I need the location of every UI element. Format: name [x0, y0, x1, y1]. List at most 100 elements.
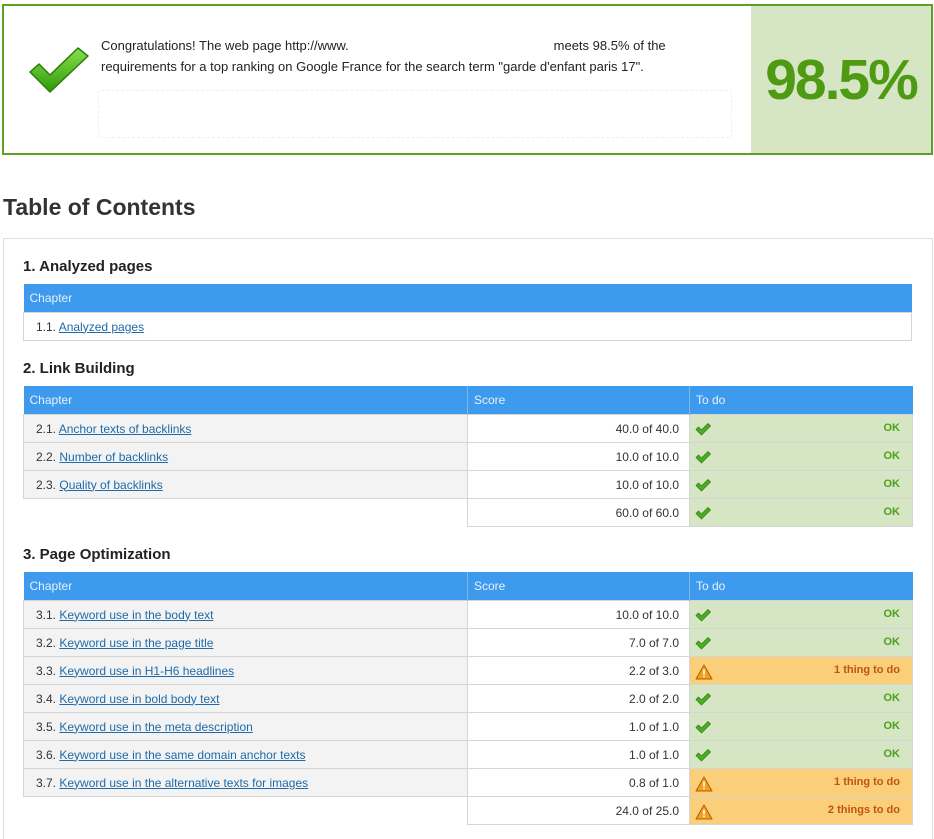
congratulations-message: Congratulations! The web page http://www… [101, 35, 741, 77]
todo-cell: 2 things to do [689, 796, 913, 825]
score-cell: 2.2 of 3.0 [467, 656, 690, 685]
column-header-chapter: Chapter [23, 572, 468, 601]
result-banner: Congratulations! The web page http://www… [2, 4, 933, 155]
check-icon [695, 749, 711, 762]
todo-cell: OK [689, 442, 913, 471]
page-title: Table of Contents [3, 194, 196, 220]
chapter-cell: 3.5. Keyword use in the meta description [23, 712, 468, 741]
table-row: 3.1. Keyword use in the body text 10.0 of… [23, 600, 913, 629]
page-optimization-table: Chapter Score To do 3.1. Keyword use in … [23, 572, 913, 825]
chapter-cell: 3.3. Keyword use in H1-H6 headlines [23, 656, 468, 685]
chapter-link[interactable]: Keyword use in the body text [59, 607, 214, 622]
chapter-cell: 2.1. Anchor texts of backlinks [23, 414, 468, 443]
chapter-link[interactable]: Keyword use in bold body text [59, 691, 220, 706]
todo-cell: 1 thing to do [689, 768, 913, 797]
todo-cell: OK [689, 600, 913, 629]
warning-icon [695, 776, 713, 792]
score-cell: 7.0 of 7.0 [467, 628, 690, 657]
score-cell: 10.0 of 10.0 [467, 470, 690, 499]
message-part-2: meets 98.5% of the requirements for a to… [101, 38, 666, 74]
todo-cell: OK [689, 628, 913, 657]
todo-status: OK [883, 608, 901, 620]
toc-panel: 1. Analyzed pages Chapter 1.1. Analyzed … [3, 238, 933, 839]
table-row: 2.1. Anchor texts of backlinks 40.0 of 40… [23, 414, 913, 443]
check-icon [695, 451, 711, 464]
section-title-page-optimization: 3. Page Optimization [23, 546, 171, 563]
warning-icon [695, 804, 713, 820]
table-row: 3.3. Keyword use in H1-H6 headlines 2.2 o… [23, 656, 913, 685]
check-icon [695, 609, 711, 622]
redacted-box [98, 90, 732, 138]
table-row: 3.4. Keyword use in bold body text 2.0 of… [23, 684, 913, 713]
chapter-link[interactable]: Keyword use in the page title [59, 635, 214, 650]
todo-status: 1 thing to do [834, 664, 900, 676]
table-row: 3.6. Keyword use in the same domain anch… [23, 740, 913, 769]
todo-cell: OK [689, 740, 913, 769]
section-title-analyzed-pages: 1. Analyzed pages [23, 258, 153, 275]
check-icon [695, 637, 711, 650]
todo-status: OK [883, 450, 901, 462]
chapter-link[interactable]: Keyword use in the alternative texts for… [59, 775, 309, 790]
todo-cell: OK [689, 414, 913, 443]
todo-status: OK [883, 636, 901, 648]
todo-status: OK [883, 478, 901, 490]
todo-cell: OK [689, 470, 913, 499]
chapter-link[interactable]: Number of backlinks [59, 449, 169, 464]
check-icon [695, 507, 711, 520]
chapter-link[interactable]: Keyword use in H1-H6 headlines [59, 663, 235, 678]
chapter-link[interactable]: Keyword use in the same domain anchor te… [59, 747, 306, 762]
total-row: 24.0 of 25.0 2 things to do [23, 796, 913, 825]
score-cell: 10.0 of 10.0 [467, 600, 690, 629]
total-score-cell: 24.0 of 25.0 [467, 796, 690, 825]
table-row: 2.2. Number of backlinks 10.0 of 10.0 OK [23, 442, 913, 471]
total-row: 60.0 of 60.0 OK [23, 498, 913, 527]
todo-status: 1 thing to do [834, 776, 900, 788]
chapter-cell: 3.4. Keyword use in bold body text [23, 684, 468, 713]
column-header-todo: To do [689, 572, 913, 601]
chapter-link[interactable]: Analyzed pages [58, 319, 145, 334]
link-building-table: Chapter Score To do 2.1. Anchor texts of… [23, 386, 913, 527]
column-header-chapter: Chapter [23, 284, 912, 313]
column-header-chapter: Chapter [23, 386, 468, 415]
todo-status: OK [883, 506, 901, 518]
todo-status: OK [883, 720, 901, 732]
overall-score: 98.5% [751, 6, 931, 153]
table-row: 2.3. Quality of backlinks 10.0 of 10.0 OK [23, 470, 913, 499]
message-part-1: Congratulations! The web page http://www… [101, 38, 349, 53]
check-icon [695, 721, 711, 734]
table-row: 3.2. Keyword use in the page title 7.0 of… [23, 628, 913, 657]
chapter-link[interactable]: Anchor texts of backlinks [58, 421, 192, 436]
todo-status: OK [883, 748, 901, 760]
score-cell: 1.0 of 1.0 [467, 712, 690, 741]
table-row: 3.5. Keyword use in the meta description… [23, 712, 913, 741]
score-cell: 10.0 of 10.0 [467, 442, 690, 471]
todo-cell: OK [689, 498, 913, 527]
todo-cell: 1 thing to do [689, 656, 913, 685]
todo-cell: OK [689, 712, 913, 741]
score-cell: 1.0 of 1.0 [467, 740, 690, 769]
todo-status: OK [883, 692, 901, 704]
big-check-icon [29, 47, 89, 93]
chapter-cell: 3.7. Keyword use in the alternative text… [23, 768, 468, 797]
todo-status: 2 things to do [827, 804, 900, 816]
check-icon [695, 423, 711, 436]
chapter-cell: 2.2. Number of backlinks [23, 442, 468, 471]
check-icon [695, 479, 711, 492]
check-icon [695, 693, 711, 706]
column-header-todo: To do [689, 386, 913, 415]
total-score-cell: 60.0 of 60.0 [467, 498, 690, 527]
chapter-link[interactable]: Keyword use in the meta description [59, 719, 253, 734]
todo-cell: OK [689, 684, 913, 713]
score-cell: 0.8 of 1.0 [467, 768, 690, 797]
chapter-cell: 3.2. Keyword use in the page title [23, 628, 468, 657]
chapter-cell: 1.1. Analyzed pages [23, 312, 912, 341]
section-title-link-building: 2. Link Building [23, 360, 135, 377]
chapter-cell: 3.1. Keyword use in the body text [23, 600, 468, 629]
analyzed-pages-table: Chapter 1.1. Analyzed pages [23, 284, 912, 341]
todo-status: OK [883, 422, 901, 434]
score-cell: 40.0 of 40.0 [467, 414, 690, 443]
score-cell: 2.0 of 2.0 [467, 684, 690, 713]
chapter-cell: 2.3. Quality of backlinks [23, 470, 468, 499]
chapter-cell: 3.6. Keyword use in the same domain anch… [23, 740, 468, 769]
chapter-link[interactable]: Quality of backlinks [59, 477, 163, 492]
